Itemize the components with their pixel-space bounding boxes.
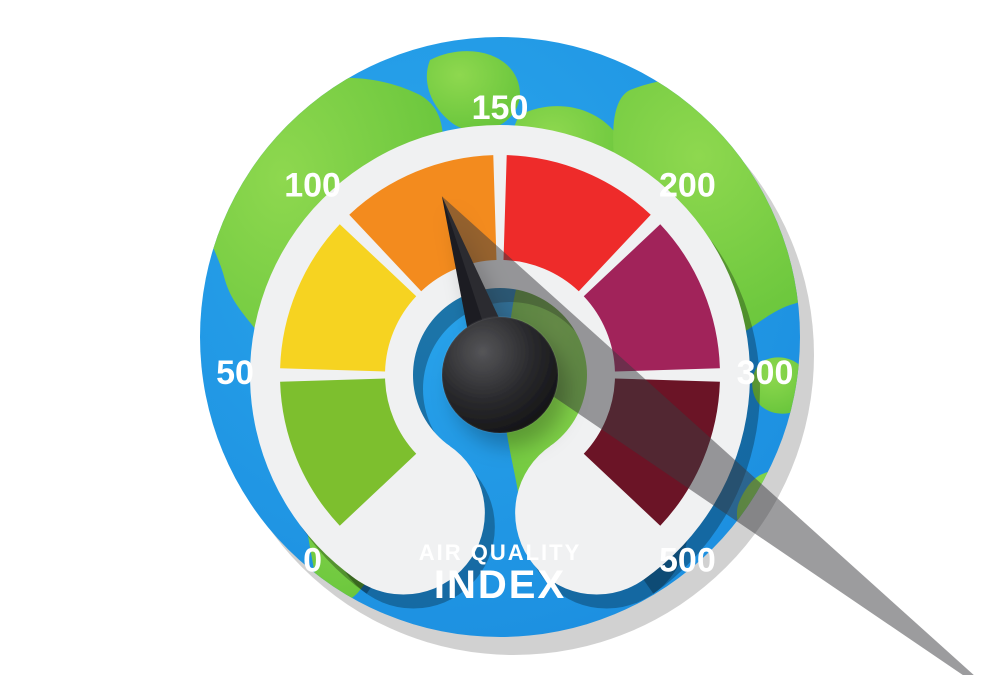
gauge-tick-label: 50 <box>216 354 254 392</box>
gauge-title-big: INDEX <box>434 563 566 607</box>
gauge-tick-label: 500 <box>659 541 716 579</box>
gauge-tick-label: 150 <box>472 89 529 127</box>
gauge-tick-label: 200 <box>659 167 716 205</box>
gauge-tick-label: 300 <box>737 354 794 392</box>
gauge-tick-label: 0 <box>303 541 322 579</box>
gauge-title-small: AIR QUALITY <box>419 540 582 565</box>
gauge-tick-label: 100 <box>284 167 341 205</box>
infographic-svg: 0 50 100 150 200 300 500 AIR QUALITYINDEX <box>0 0 1000 675</box>
aqi-gauge-infographic: 0 50 100 150 200 300 500 AIR QUALITYINDEX <box>0 0 1000 675</box>
